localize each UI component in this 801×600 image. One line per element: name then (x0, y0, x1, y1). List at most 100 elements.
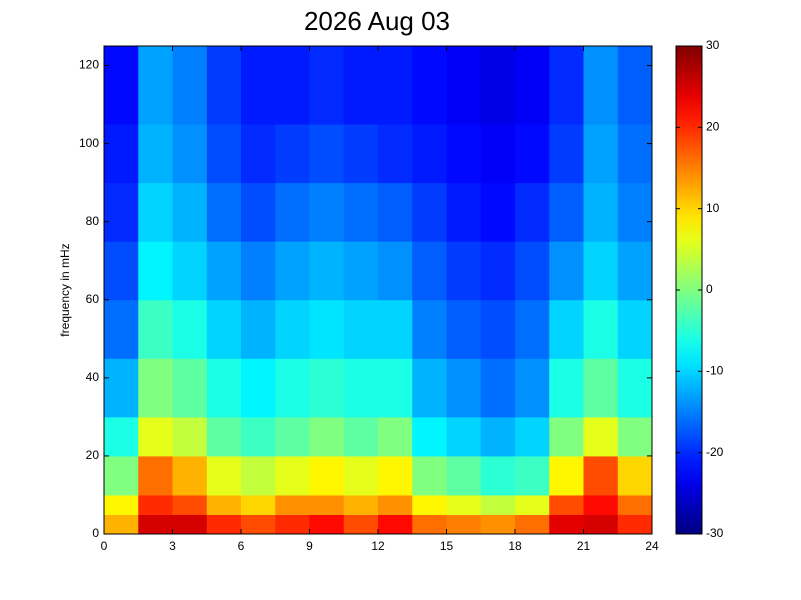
heat-cell (617, 46, 653, 125)
heat-cell (241, 358, 276, 418)
heat-cell (549, 182, 584, 242)
heat-cell (617, 494, 653, 515)
x-tick-label: 0 (101, 539, 108, 553)
heat-cell (206, 494, 242, 515)
heat-cell (515, 46, 550, 125)
heat-cell (446, 241, 482, 301)
heat-cell (309, 124, 345, 184)
heat-cell (104, 46, 139, 125)
heat-cell (241, 416, 276, 457)
heat-cell (206, 299, 242, 359)
heat-cell (583, 455, 619, 496)
heat-cell (343, 182, 379, 242)
heat-cell (275, 182, 310, 242)
heat-cell (275, 494, 310, 515)
heat-cell (309, 358, 345, 418)
heat-cell (446, 124, 482, 184)
heat-cell (446, 182, 482, 242)
heat-cell (138, 455, 173, 496)
heat-cell (275, 514, 310, 535)
colorbar-tick-label: -20 (706, 445, 724, 459)
heat-cell (104, 358, 139, 418)
heat-cell (480, 514, 516, 535)
heat-cell (412, 124, 447, 184)
heat-cell (583, 514, 619, 535)
heat-cell (480, 455, 516, 496)
colorbar-tick-label: 20 (706, 120, 720, 134)
heat-cell (138, 416, 173, 457)
heat-cell (104, 514, 139, 535)
heat-cell (241, 46, 276, 125)
heat-cell (412, 358, 447, 418)
heat-cell (617, 182, 653, 242)
heat-cell (275, 416, 310, 457)
heat-cell (583, 494, 619, 515)
heat-cell (446, 514, 482, 535)
heat-cell (583, 299, 619, 359)
heat-cell (138, 182, 173, 242)
heat-cell (378, 514, 413, 535)
heat-cell (480, 241, 516, 301)
heat-cell (549, 416, 584, 457)
heat-cell (343, 124, 379, 184)
y-tick-label: 60 (86, 292, 100, 306)
heat-cell (241, 124, 276, 184)
heat-cell (241, 241, 276, 301)
heat-cell (583, 124, 619, 184)
heat-cell (309, 416, 345, 457)
heat-cell (343, 241, 379, 301)
x-tick-label: 21 (577, 539, 591, 553)
heat-cell (104, 241, 139, 301)
heat-cell (172, 46, 208, 125)
x-tick-label: 18 (508, 539, 522, 553)
heat-cell (515, 494, 550, 515)
heat-cell (412, 182, 447, 242)
colorbar (675, 45, 703, 535)
y-tick-label: 120 (79, 58, 99, 72)
y-tick-label: 40 (86, 370, 100, 384)
y-axis-label: frequency in mHz (58, 243, 72, 336)
heat-cell (617, 514, 653, 535)
heat-cell (378, 299, 413, 359)
heat-cell (343, 299, 379, 359)
heat-cell (206, 358, 242, 418)
heat-cell (206, 416, 242, 457)
colorbar-tick-label: 30 (706, 38, 720, 52)
heat-cell (480, 299, 516, 359)
heat-cell (172, 494, 208, 515)
heat-cell (515, 182, 550, 242)
heat-cell (275, 46, 310, 125)
heat-cell (275, 241, 310, 301)
heat-cell (515, 299, 550, 359)
heat-cell (446, 494, 482, 515)
heat-cell (583, 358, 619, 418)
heat-cell (515, 455, 550, 496)
heat-cell (583, 182, 619, 242)
heat-cell (104, 299, 139, 359)
heat-cell (343, 455, 379, 496)
heat-cell (412, 455, 447, 496)
heat-cell (378, 46, 413, 125)
heat-cell (515, 416, 550, 457)
heat-cell (343, 46, 379, 125)
heat-cell (138, 514, 173, 535)
heat-cell (480, 182, 516, 242)
heat-cell (206, 455, 242, 496)
x-tick-label: 12 (371, 539, 385, 553)
heat-cell (583, 416, 619, 457)
heat-cell (138, 358, 173, 418)
heat-cell (275, 124, 310, 184)
heat-cell (241, 455, 276, 496)
heat-cell (617, 358, 653, 418)
colorbar-tick-label: 0 (706, 282, 713, 296)
heat-cell (172, 182, 208, 242)
heat-cell (172, 455, 208, 496)
heat-cell (172, 358, 208, 418)
heat-cell (241, 514, 276, 535)
heat-cell (412, 494, 447, 515)
heat-cell (378, 358, 413, 418)
heat-cell (104, 494, 139, 515)
heat-cell (206, 46, 242, 125)
heat-cell (446, 416, 482, 457)
